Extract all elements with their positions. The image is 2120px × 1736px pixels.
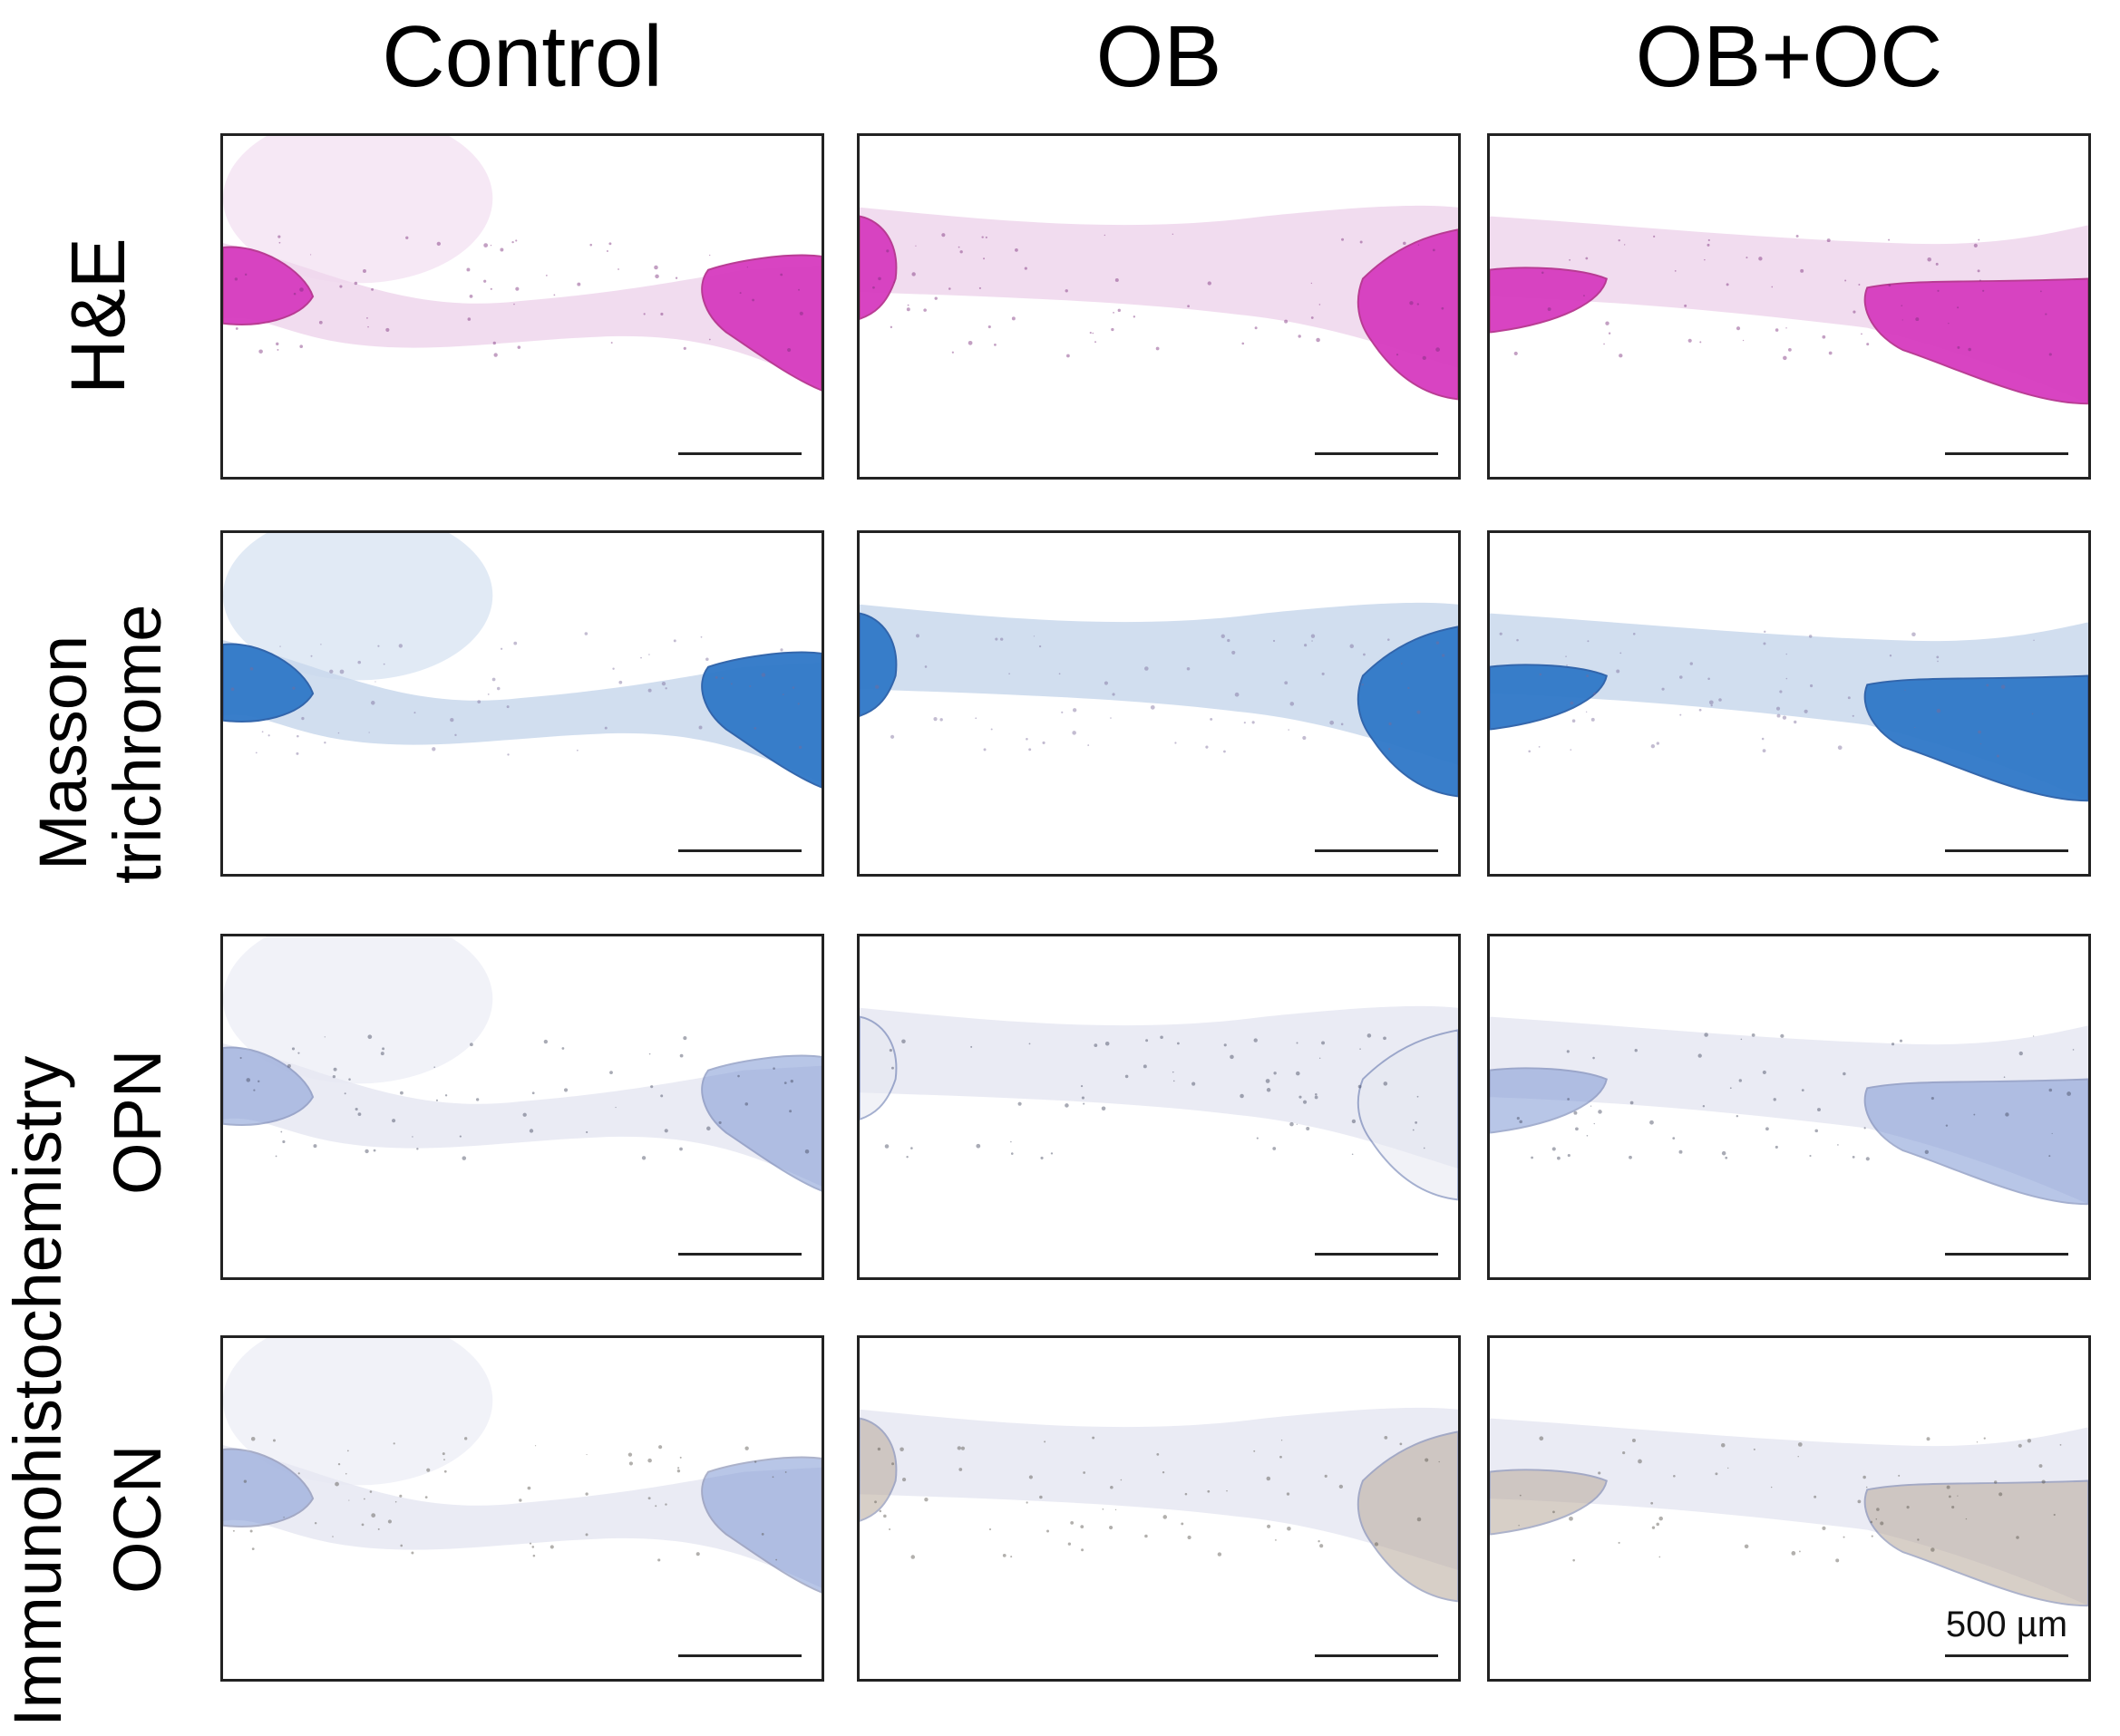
micrograph-he-ob-oc [1487,133,2091,480]
tissue-section [860,205,1458,401]
row-label-opn: OPN [100,1049,175,1195]
column-title-ob-oc: OB+OC [1635,8,1943,105]
scale-bar [678,1654,802,1657]
row-label-immunohistochemistry: Immunohistochemistry [0,1055,75,1727]
column-title-ob: OB [1095,8,1222,105]
tissue-section [1490,1016,2088,1206]
scale-bar [1945,849,2068,852]
scale-bar-label: 500 µm [1945,1605,2068,1644]
micrograph-ocn-ob [857,1335,1461,1682]
tissue-section [1490,1418,2088,1607]
tissue-section [860,1407,1458,1603]
micrograph-masson-ob [857,530,1461,877]
scale-bar [1945,1654,2068,1657]
micrograph-ocn-ob-oc: 500 µm [1487,1335,2091,1682]
column-title-control: Control [382,8,663,105]
scale-bar [678,849,802,852]
scale-bar [678,1253,802,1256]
tissue-section [223,533,822,789]
scale-bar [1315,452,1438,455]
micrograph-he-control [220,133,824,480]
micrograph-masson-ob-oc [1487,530,2091,877]
scale-bar [1315,1654,1438,1657]
scale-bar [1945,452,2068,455]
scale-bar [1315,849,1438,852]
scale-bar [1315,1253,1438,1256]
tissue-section [860,1005,1458,1201]
tissue-section [223,1338,822,1594]
scale-bar [678,452,802,455]
micrograph-opn-ob [857,934,1461,1280]
micrograph-opn-ob-oc [1487,934,2091,1280]
tissue-section [223,936,822,1192]
tissue-section [1490,613,2088,802]
tissue-section [1490,216,2088,405]
row-label-trichrome: trichrome [100,604,175,884]
micrograph-masson-control [220,530,824,877]
tissue-section [860,602,1458,798]
row-label-he: H&E [55,238,141,394]
row-label-ocn: OCN [100,1444,175,1594]
micrograph-opn-control [220,934,824,1280]
micrograph-ocn-control [220,1335,824,1682]
scale-bar [1945,1253,2068,1256]
micrograph-he-ob [857,133,1461,480]
row-label-masson: Masson [25,635,101,870]
tissue-section [223,136,822,392]
